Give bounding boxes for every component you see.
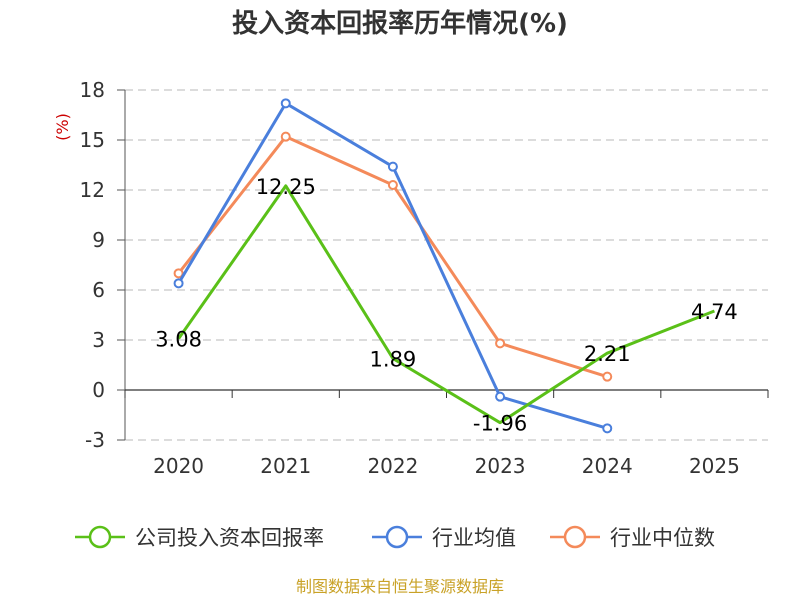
axes: 18 15 12 9 6 3 0 -3 2020 2021 2022 2023 2024 2025 (80, 78, 769, 478)
legend-label-0: 公司投入资本回报率 (135, 526, 324, 550)
data-label: 3.08 (155, 328, 202, 352)
series-point-2 (280, 131, 291, 142)
series-point-2 (173, 268, 184, 279)
data-label: 2.21 (584, 342, 631, 366)
series-point-1 (387, 161, 398, 172)
legend-marker-1 (385, 525, 409, 549)
y-tick-label: 12 (80, 178, 105, 202)
series-point-2 (602, 371, 613, 382)
data-label: -1.96 (473, 412, 527, 436)
x-tick-label: 2024 (582, 454, 633, 478)
x-tick-label: 2020 (153, 454, 204, 478)
y-tick-label: 15 (80, 128, 105, 152)
legend-marker-0 (88, 525, 112, 549)
y-tick-label: 6 (92, 278, 105, 302)
source-note: 制图数据来自恒生聚源数据库 (296, 577, 504, 596)
chart-title: 投入资本回报率历年情况(%) (232, 8, 568, 39)
y-unit-label: (%) (53, 113, 72, 141)
x-tick-label: 2022 (367, 454, 418, 478)
series-point-2 (495, 338, 506, 349)
series-point-1 (173, 278, 184, 289)
series-point-1 (280, 98, 291, 109)
x-tick-label: 2021 (260, 454, 311, 478)
x-tick-label: 2025 (689, 454, 740, 478)
legend-label-1: 行业均值 (432, 526, 516, 550)
y-tick-label: 3 (92, 328, 105, 352)
data-label: 1.89 (370, 348, 417, 372)
legend-marker-2 (563, 525, 587, 549)
series-point-1 (602, 423, 613, 434)
data-label: 4.74 (691, 300, 738, 324)
series-line-0 (177, 184, 715, 425)
series-point-2 (387, 180, 398, 190)
series-line-1 (177, 101, 608, 430)
series-point-1 (495, 391, 506, 402)
data-labels: 3.08 12.25 1.89 -1.96 2.21 4.74 (155, 175, 738, 436)
y-tick-label: 0 (92, 378, 105, 402)
grid (125, 89, 768, 441)
x-tick-label: 2023 (475, 454, 526, 478)
y-tick-label: 18 (80, 78, 105, 102)
data-label: 12.25 (256, 175, 316, 199)
y-tick-label: 9 (92, 228, 105, 252)
legend-label-2: 行业中位数 (610, 526, 715, 550)
legend: 公司投入资本回报率 行业均值 行业中位数 (75, 525, 715, 550)
y-tick-label: -3 (85, 428, 105, 452)
series-layer (173, 98, 715, 434)
